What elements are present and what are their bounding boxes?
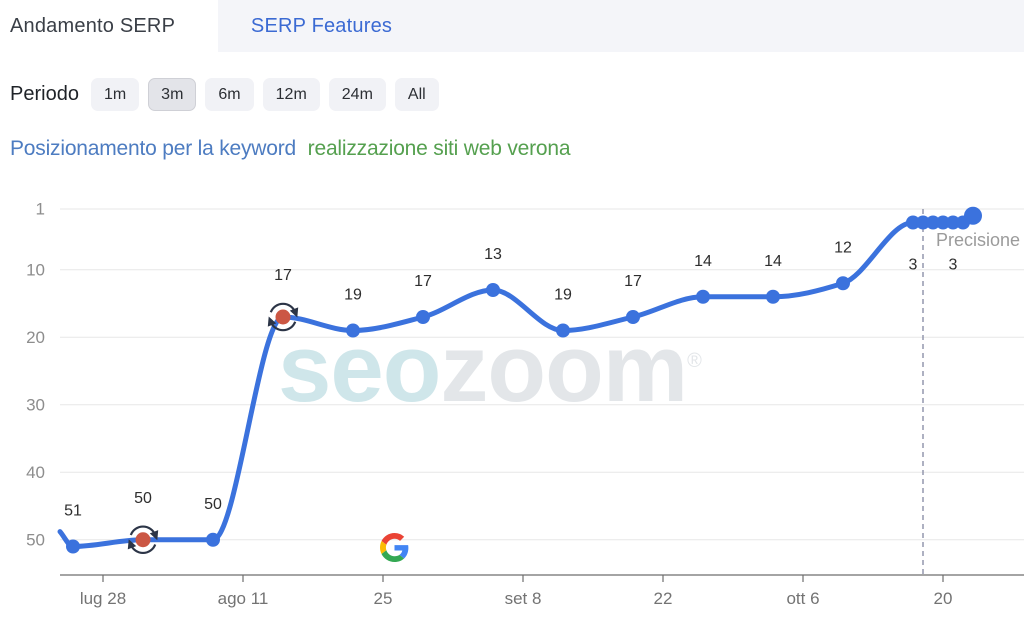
x-tick-label: 25 (374, 589, 393, 608)
data-point[interactable] (66, 539, 80, 554)
google-icon (380, 533, 409, 562)
y-tick-label: 1 (36, 200, 45, 219)
point-label: 14 (694, 253, 712, 270)
point-label: 17 (414, 273, 432, 290)
period-row: Periodo 1m 3m 6m 12m 24m All (10, 78, 439, 112)
x-tick-label: ott 6 (786, 589, 819, 608)
period-button-6m[interactable]: 6m (205, 78, 254, 112)
period-selector: 1m 3m 6m 12m 24m All (90, 78, 439, 112)
point-label: 3 (949, 257, 958, 274)
data-point[interactable] (556, 323, 570, 338)
tab-andamento-serp-label: Andamento SERP (10, 14, 176, 37)
y-tick-label: 50 (26, 530, 45, 549)
tab-andamento-serp[interactable]: Andamento SERP (0, 0, 218, 52)
refresh-data-point[interactable] (135, 532, 151, 548)
precision-label: Precisione (936, 230, 1020, 250)
period-label: Periodo (10, 83, 79, 106)
point-label: 13 (484, 246, 502, 263)
data-point[interactable] (416, 310, 430, 324)
x-tick-label: set 8 (505, 589, 542, 608)
data-point[interactable] (346, 323, 360, 338)
series-line (57, 213, 976, 549)
chart-title-keyword: realizzazione siti web verona (307, 137, 571, 160)
data-point[interactable] (906, 215, 920, 230)
tab-serp-features[interactable]: SERP Features (218, 0, 425, 52)
data-point[interactable] (936, 215, 950, 230)
tab-serp-features-label: SERP Features (250, 14, 393, 37)
serp-position-chart: 1 10 20 30 40 50 lug 28 ago 11 25 set 8 22 ott 6 20 P… (26, 200, 1024, 608)
chart-title-prefix: Posizionamento per la keyword (10, 137, 297, 160)
data-point[interactable] (766, 289, 780, 304)
period-button-3m[interactable]: 3m (148, 78, 197, 112)
point-label: 14 (764, 253, 782, 270)
refresh-marker-icon (127, 525, 159, 554)
data-point[interactable] (696, 289, 710, 304)
data-point[interactable] (486, 283, 500, 297)
period-button-12m[interactable]: 12m (262, 78, 320, 112)
data-point[interactable] (836, 276, 850, 291)
current-position-point[interactable] (964, 206, 982, 225)
period-button-all[interactable]: All (394, 78, 439, 112)
point-label: 51 (64, 503, 82, 520)
point-label: 12 (834, 239, 852, 256)
y-tick-label: 30 (26, 395, 45, 414)
data-point[interactable] (206, 532, 220, 547)
grid-lines (60, 208, 1024, 541)
y-tick-label: 10 (26, 260, 45, 279)
point-label: 17 (274, 267, 292, 284)
chart-title: Posizionamento per la keyword realizzazi… (10, 137, 571, 161)
y-tick-label: 20 (26, 328, 45, 347)
period-button-1m[interactable]: 1m (90, 78, 140, 112)
x-axis-labels: lug 28 ago 11 25 set 8 22 ott 6 20 (80, 575, 953, 608)
x-tick-label: lug 28 (80, 589, 126, 608)
point-label: 17 (624, 273, 642, 290)
point-label: 50 (134, 490, 152, 507)
data-points: 51 50 50 17 19 17 13 19 17 14 14 12 3 3 (64, 206, 982, 554)
data-point[interactable] (626, 310, 640, 324)
refresh-data-point[interactable] (275, 309, 291, 325)
x-tick-label: 20 (934, 589, 953, 608)
point-label: 50 (204, 496, 222, 513)
tab-bar: Andamento SERP SERP Features (0, 0, 1024, 52)
period-button-24m[interactable]: 24m (328, 78, 386, 112)
data-point[interactable] (946, 215, 960, 230)
refresh-marker-icon (267, 302, 299, 332)
point-label: 19 (344, 287, 362, 304)
data-point[interactable] (926, 215, 940, 230)
point-label: 3 (909, 257, 918, 274)
x-tick-label: 22 (654, 589, 673, 608)
point-label: 19 (554, 287, 572, 304)
data-point[interactable] (916, 215, 930, 230)
y-tick-label: 40 (26, 463, 45, 482)
x-tick-label: ago 11 (218, 589, 269, 608)
y-axis-labels: 1 10 20 30 40 50 (26, 200, 45, 550)
